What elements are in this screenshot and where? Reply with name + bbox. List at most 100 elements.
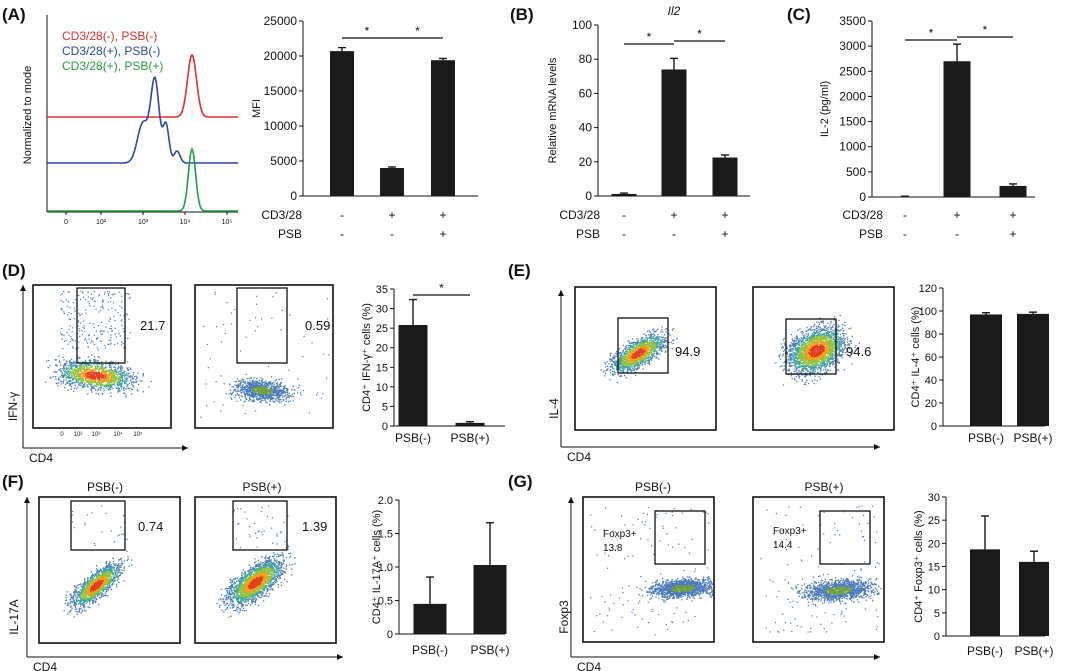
event-dot <box>108 384 110 386</box>
event-dot <box>660 339 662 341</box>
event-dot <box>95 383 98 385</box>
event-dot <box>103 375 105 377</box>
event-dot <box>266 384 268 387</box>
event-dot <box>69 340 71 343</box>
event-dot <box>628 366 631 368</box>
event-dot <box>120 341 123 343</box>
event-dot <box>78 364 81 366</box>
event-dot <box>261 393 263 395</box>
event-dot <box>629 350 631 352</box>
event-dot <box>59 368 61 371</box>
event-dot <box>272 296 274 298</box>
event-dot <box>60 307 62 309</box>
event-dot <box>281 309 283 311</box>
event-dot <box>252 400 255 402</box>
event-dot <box>627 355 629 357</box>
event-dot <box>812 352 814 354</box>
event-dot <box>651 345 653 347</box>
event-dot <box>91 354 93 356</box>
event-dot <box>625 365 627 367</box>
event-dot <box>72 340 74 342</box>
event-dot <box>615 355 617 357</box>
event-dot <box>277 398 279 400</box>
event-dot <box>90 377 92 379</box>
event-dot <box>602 371 604 373</box>
event-dot <box>807 369 809 371</box>
event-dot <box>627 354 629 356</box>
event-dot <box>298 386 300 388</box>
event-dot <box>118 376 120 378</box>
event-dot <box>110 365 112 367</box>
event-dot <box>114 327 116 329</box>
event-dot <box>267 393 270 396</box>
event-dot <box>85 361 87 363</box>
event-dot <box>103 368 105 370</box>
event-dot <box>810 361 812 364</box>
event-dot <box>622 370 624 373</box>
event-dot <box>662 331 664 333</box>
event-dot <box>839 337 841 339</box>
event-dot <box>203 325 205 328</box>
event-dot <box>87 291 89 293</box>
event-dot <box>101 340 103 343</box>
event-dot <box>646 345 648 347</box>
event-dot <box>620 367 622 369</box>
event-dot <box>70 363 72 365</box>
event-dot <box>117 384 119 386</box>
event-dot <box>634 363 636 365</box>
event-dot <box>123 347 125 349</box>
tick-label: 10⁵ <box>133 431 143 438</box>
event-dot <box>660 343 662 345</box>
event-dot <box>622 364 624 366</box>
event-dot <box>814 356 817 358</box>
event-dot <box>101 376 103 378</box>
event-dot <box>630 370 632 372</box>
event-dot <box>260 384 262 386</box>
event-dot <box>803 337 806 339</box>
event-dot <box>245 398 247 400</box>
event-dot <box>125 379 128 381</box>
event-dot <box>613 357 615 360</box>
event-dot <box>258 382 260 384</box>
event-dot <box>842 332 844 335</box>
event-dot <box>628 345 630 347</box>
event-dot <box>256 397 258 400</box>
event-dot <box>630 345 632 347</box>
event-dot <box>259 388 261 390</box>
event-dot <box>258 391 260 393</box>
event-dot <box>636 368 638 371</box>
event-dot <box>253 399 255 401</box>
event-dot <box>101 372 103 375</box>
event-dot <box>630 364 632 366</box>
event-dot <box>92 372 94 374</box>
event-dot <box>824 372 826 374</box>
event-dot <box>108 385 110 387</box>
panel-label: (A) <box>2 5 26 24</box>
event-dot <box>66 382 68 384</box>
event-dot <box>90 377 92 380</box>
event-dot <box>67 371 69 373</box>
event-dot <box>264 383 266 385</box>
event-dot <box>653 355 656 358</box>
event-dot <box>629 367 632 369</box>
event-dot <box>123 376 126 378</box>
event-dot <box>126 373 128 375</box>
event-dot <box>260 400 262 403</box>
event-dot <box>288 392 290 394</box>
event-dot <box>80 380 83 382</box>
event-dot <box>93 373 95 375</box>
event-dot <box>816 380 818 382</box>
event-dot <box>655 342 657 344</box>
event-dot <box>633 345 635 348</box>
x-tick-label: 10⁵ <box>222 219 233 226</box>
event-dot <box>65 360 68 362</box>
event-dot <box>75 348 77 350</box>
event-dot <box>820 358 822 361</box>
event-dot <box>62 301 64 303</box>
event-dot <box>130 379 132 381</box>
event-dot <box>648 359 650 361</box>
event-dot <box>107 290 109 292</box>
event-dot <box>248 386 251 388</box>
y-tick-label: 60 <box>579 86 593 100</box>
